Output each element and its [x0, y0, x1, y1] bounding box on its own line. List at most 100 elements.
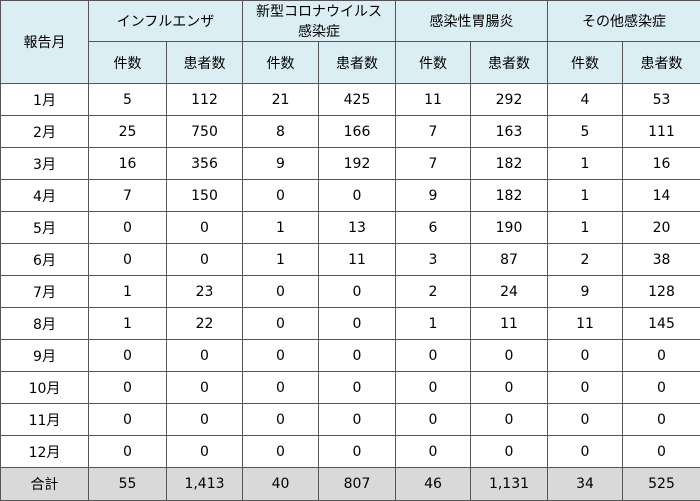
value-cell: 0: [89, 436, 167, 468]
total-cell: 525: [623, 468, 700, 501]
value-cell: 87: [471, 244, 548, 276]
total-cell: 34: [548, 468, 623, 501]
value-cell: 1: [548, 148, 623, 180]
column-header: 患者数: [623, 42, 700, 84]
value-cell: 0: [167, 372, 243, 404]
header-row: 報告月インフルエンザ新型コロナウイルス感染症感染性胃腸炎その他感染症: [1, 1, 700, 42]
value-cell: 163: [471, 116, 548, 148]
value-cell: 0: [548, 436, 623, 468]
month-cell: 10月: [1, 372, 89, 404]
group-header-line: 感染症: [243, 21, 395, 41]
month-cell: 9月: [1, 340, 89, 372]
column-header: 患者数: [471, 42, 548, 84]
value-cell: 356: [167, 148, 243, 180]
value-cell: 425: [319, 84, 396, 116]
total-cell: 1,413: [167, 468, 243, 501]
value-cell: 0: [89, 404, 167, 436]
value-cell: 0: [319, 436, 396, 468]
total-label: 合計: [1, 468, 89, 501]
group-header: その他感染症: [548, 1, 700, 42]
value-cell: 23: [167, 276, 243, 308]
value-cell: 11: [548, 308, 623, 340]
month-cell: 7月: [1, 276, 89, 308]
month-cell: 1月: [1, 84, 89, 116]
value-cell: 9: [396, 180, 471, 212]
month-cell: 11月: [1, 404, 89, 436]
value-cell: 0: [167, 340, 243, 372]
value-cell: 24: [471, 276, 548, 308]
value-cell: 1: [548, 180, 623, 212]
value-cell: 0: [319, 180, 396, 212]
total-cell: 55: [89, 468, 167, 501]
value-cell: 0: [243, 180, 319, 212]
value-cell: 53: [623, 84, 700, 116]
total-cell: 46: [396, 468, 471, 501]
value-cell: 292: [471, 84, 548, 116]
value-cell: 145: [623, 308, 700, 340]
column-header: 患者数: [319, 42, 396, 84]
value-cell: 9: [548, 276, 623, 308]
value-cell: 20: [623, 212, 700, 244]
value-cell: 128: [623, 276, 700, 308]
value-cell: 166: [319, 116, 396, 148]
value-cell: 190: [471, 212, 548, 244]
value-cell: 3: [396, 244, 471, 276]
value-cell: 0: [396, 340, 471, 372]
total-cell: 807: [319, 468, 396, 501]
month-cell: 8月: [1, 308, 89, 340]
value-cell: 0: [89, 244, 167, 276]
header-row: 件数患者数件数患者数件数患者数件数患者数: [1, 42, 700, 84]
group-header-line: その他感染症: [548, 11, 700, 31]
column-header: 件数: [396, 42, 471, 84]
value-cell: 111: [623, 116, 700, 148]
group-header-line: インフルエンザ: [89, 11, 242, 31]
value-cell: 0: [471, 372, 548, 404]
month-cell: 3月: [1, 148, 89, 180]
value-cell: 0: [396, 372, 471, 404]
month-cell: 2月: [1, 116, 89, 148]
month-cell: 5月: [1, 212, 89, 244]
value-cell: 750: [167, 116, 243, 148]
group-header: インフルエンザ: [89, 1, 243, 42]
value-cell: 1: [243, 244, 319, 276]
value-cell: 0: [623, 372, 700, 404]
value-cell: 0: [243, 404, 319, 436]
group-header: 新型コロナウイルス感染症: [243, 1, 396, 42]
value-cell: 0: [623, 404, 700, 436]
group-header-line: 新型コロナウイルス: [243, 1, 395, 21]
value-cell: 0: [243, 276, 319, 308]
value-cell: 5: [89, 84, 167, 116]
value-cell: 192: [319, 148, 396, 180]
value-cell: 8: [243, 116, 319, 148]
value-cell: 2: [396, 276, 471, 308]
value-cell: 0: [89, 212, 167, 244]
value-cell: 0: [243, 340, 319, 372]
value-cell: 1: [548, 212, 623, 244]
value-cell: 1: [396, 308, 471, 340]
value-cell: 7: [396, 148, 471, 180]
value-cell: 182: [471, 148, 548, 180]
value-cell: 1: [89, 276, 167, 308]
value-cell: 9: [243, 148, 319, 180]
value-cell: 38: [623, 244, 700, 276]
value-cell: 1: [243, 212, 319, 244]
value-cell: 0: [167, 436, 243, 468]
value-cell: 0: [548, 404, 623, 436]
value-cell: 0: [243, 436, 319, 468]
column-header: 患者数: [167, 42, 243, 84]
value-cell: 11: [471, 308, 548, 340]
value-cell: 0: [623, 340, 700, 372]
value-cell: 1: [89, 308, 167, 340]
value-cell: 0: [396, 436, 471, 468]
month-cell: 6月: [1, 244, 89, 276]
value-cell: 0: [167, 404, 243, 436]
